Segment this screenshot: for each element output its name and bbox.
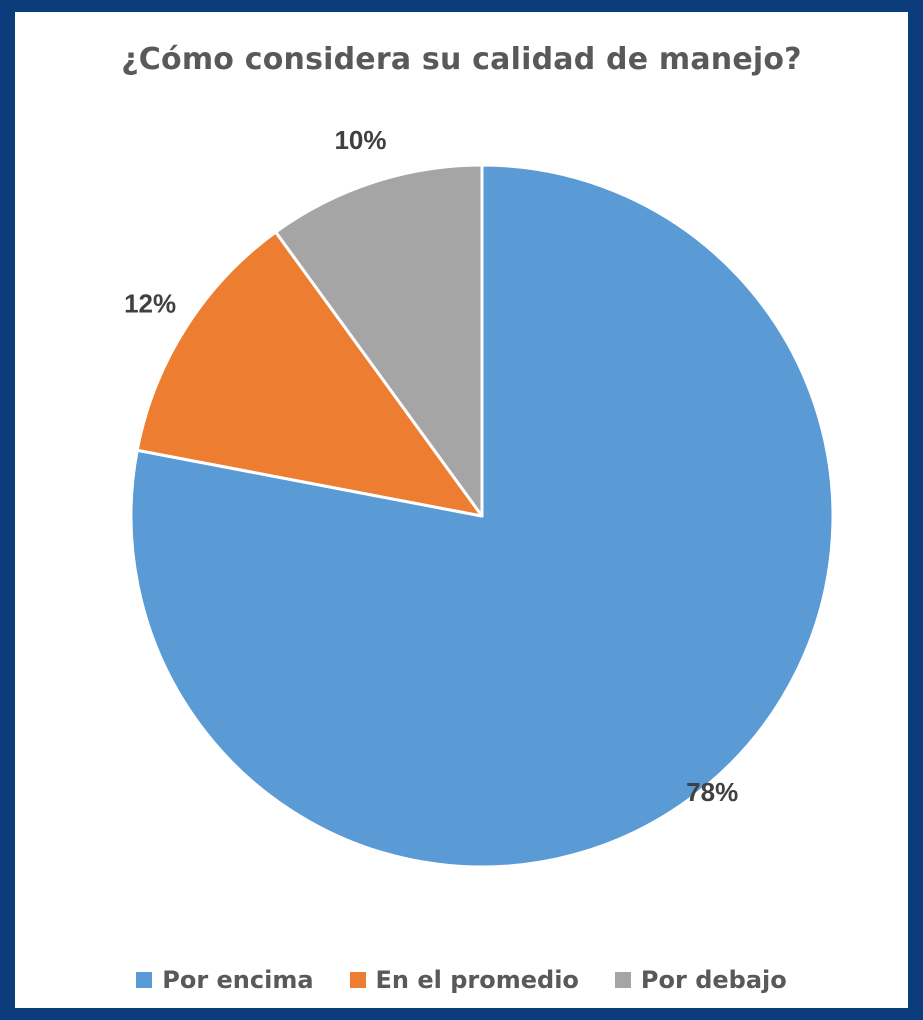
data-label-por-encima: 78% (686, 777, 738, 807)
pie-slices (129, 163, 835, 869)
chart-title: ¿Cómo considera su calidad de manejo? (121, 42, 802, 77)
legend-item-por-encima: Por encima (136, 966, 314, 994)
pie-chart: 78% 12% 10% (124, 125, 835, 869)
legend: Por encima En el promedio Por debajo (15, 966, 908, 994)
legend-swatch-icon (614, 972, 631, 988)
legend-item-por-debajo: Por debajo (614, 966, 787, 994)
pie-data-labels: 78% 12% 10% (124, 125, 738, 807)
pie-slice-por-encima (129, 163, 835, 869)
legend-label: Por debajo (640, 966, 787, 994)
legend-item-en-el-promedio: En el promedio (349, 966, 579, 994)
data-label-por-debajo: 10% (334, 125, 386, 155)
legend-swatch-icon (136, 972, 153, 988)
legend-swatch-icon (349, 972, 366, 988)
pie-slice-en-el-promedio (135, 230, 484, 518)
chart-card: ¿Cómo considera su calidad de manejo? 78… (15, 12, 908, 1008)
data-label-en-el-promedio: 12% (124, 288, 176, 318)
legend-label: En el promedio (375, 966, 579, 994)
pie-slice-por-debajo (274, 163, 484, 518)
legend-label: Por encima (162, 966, 314, 994)
